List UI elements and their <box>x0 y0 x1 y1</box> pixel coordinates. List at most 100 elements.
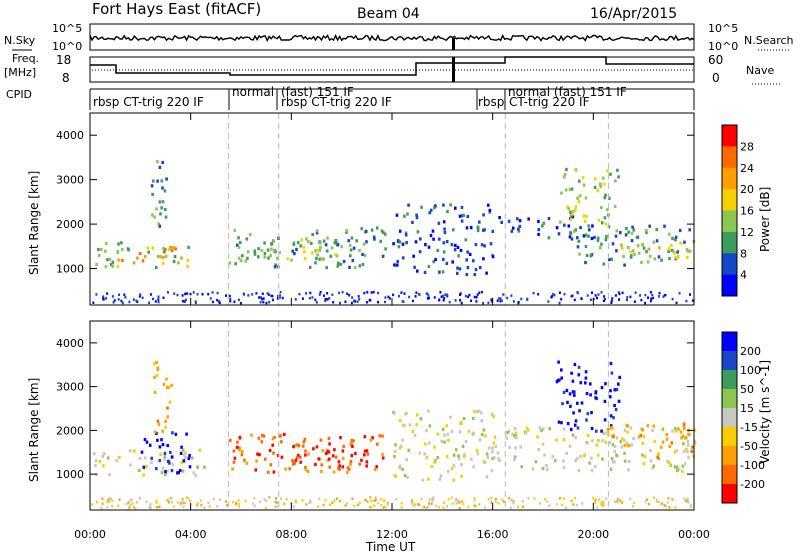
velocity-cell <box>612 433 616 437</box>
power-ground-cell <box>576 291 579 295</box>
velocity-ground-cell <box>501 498 504 501</box>
power-cell <box>582 234 586 238</box>
velocity-ground-cell <box>379 497 382 501</box>
power-cbar-swatch <box>722 125 737 147</box>
velocity-ground-cell <box>353 504 356 508</box>
velocity-ground-cell <box>331 501 334 505</box>
power-cell <box>396 259 400 264</box>
velocity-cell <box>639 433 642 437</box>
power-cell <box>667 247 671 251</box>
power-cell <box>600 221 604 225</box>
power-cell <box>273 265 277 269</box>
power-cell <box>291 249 294 253</box>
velocity-cell <box>283 432 286 436</box>
velocity-ground-cell <box>655 498 658 501</box>
velocity-cell <box>475 410 479 414</box>
power-cell <box>365 240 368 244</box>
power-cell <box>324 243 328 247</box>
nave-tick-top: 60 <box>708 53 723 67</box>
power-cell <box>670 248 674 252</box>
velocity-cell <box>603 399 607 403</box>
power-cbar-swatch <box>722 189 737 211</box>
power-ground-cell <box>301 297 304 300</box>
velocity-ground-cell <box>575 503 578 507</box>
power-cell <box>563 175 566 179</box>
velocity-cell <box>659 445 663 449</box>
velocity-cell <box>381 434 384 438</box>
power-ground-cell <box>261 297 264 301</box>
power-cell <box>153 215 156 219</box>
velocity-cell <box>555 438 558 442</box>
power-ground-cell <box>229 300 232 303</box>
power-cell <box>151 246 155 250</box>
power-cell <box>594 177 597 181</box>
velocity-cell <box>166 386 169 390</box>
velocity-ground-cell <box>490 501 493 504</box>
power-cell <box>572 229 576 233</box>
velocity-ground-cell <box>366 500 369 503</box>
velocity-cell <box>238 448 241 452</box>
power-cell <box>599 182 602 186</box>
velocity-ground-cell <box>461 500 464 503</box>
velocity-cell <box>302 440 306 444</box>
velocity-cell <box>586 412 590 416</box>
velocity-cell <box>425 456 428 460</box>
velocity-ground-cell <box>633 501 636 505</box>
power-cell <box>272 239 275 243</box>
velocity-ground-cell <box>106 500 109 503</box>
velocity-ground-cell <box>322 503 325 507</box>
velocity-cell <box>291 459 294 463</box>
power-cell <box>474 268 478 272</box>
power-cell <box>384 247 387 251</box>
power-cell <box>138 252 142 256</box>
power-cell <box>442 257 445 262</box>
velocity-ground-cell <box>594 501 597 505</box>
power-cell <box>395 213 399 217</box>
velocity-cell <box>425 429 428 433</box>
power-ground-cell <box>611 298 613 301</box>
velocity-cell <box>485 475 489 479</box>
velocity-cell <box>245 461 249 465</box>
power-ground-cell <box>398 294 400 298</box>
power-cell <box>106 258 109 262</box>
power-ground-cell <box>500 299 503 302</box>
power-cell <box>596 238 600 243</box>
velocity-cell <box>238 446 241 450</box>
nsearch-label: N.Search <box>744 34 794 47</box>
velocity-cell <box>140 450 144 454</box>
velocity-ground-cell <box>96 501 98 504</box>
velocity-ground-cell <box>572 503 575 506</box>
velocity-cell <box>676 469 679 473</box>
power-cell <box>316 253 319 257</box>
velocity-cell <box>656 452 660 456</box>
velocity-ground-cell <box>473 498 476 502</box>
nsearch-tick-top: 10^5 <box>708 22 738 35</box>
velocity-cell <box>607 428 610 432</box>
power-cell <box>686 255 689 260</box>
power-cell <box>272 249 276 253</box>
velocity-cbar-swatch <box>722 427 737 447</box>
power-cell <box>576 245 580 249</box>
velocity-ground-cell <box>614 500 616 503</box>
power-cell <box>401 242 405 246</box>
power-cell <box>186 264 189 268</box>
velocity-ground-cell <box>522 500 525 503</box>
velocity-ground-cell <box>369 496 372 499</box>
velocity-cell <box>398 419 402 423</box>
velocity-cell <box>590 456 593 460</box>
velocity-cell <box>381 456 385 460</box>
velocity-ground-cell <box>318 497 321 500</box>
velocity-cell <box>681 464 685 468</box>
velocity-ground-cell <box>188 498 191 502</box>
power-ground-cell <box>560 298 563 301</box>
power-ground-cell <box>412 299 414 303</box>
power-cell <box>117 242 120 246</box>
power-cell <box>270 247 273 251</box>
power-cell <box>330 246 334 250</box>
power-ground-cell <box>139 293 142 296</box>
velocity-cell <box>487 446 491 450</box>
power-cell <box>116 264 120 269</box>
power-ground-cell <box>475 296 478 299</box>
velocity-cell <box>580 401 584 405</box>
